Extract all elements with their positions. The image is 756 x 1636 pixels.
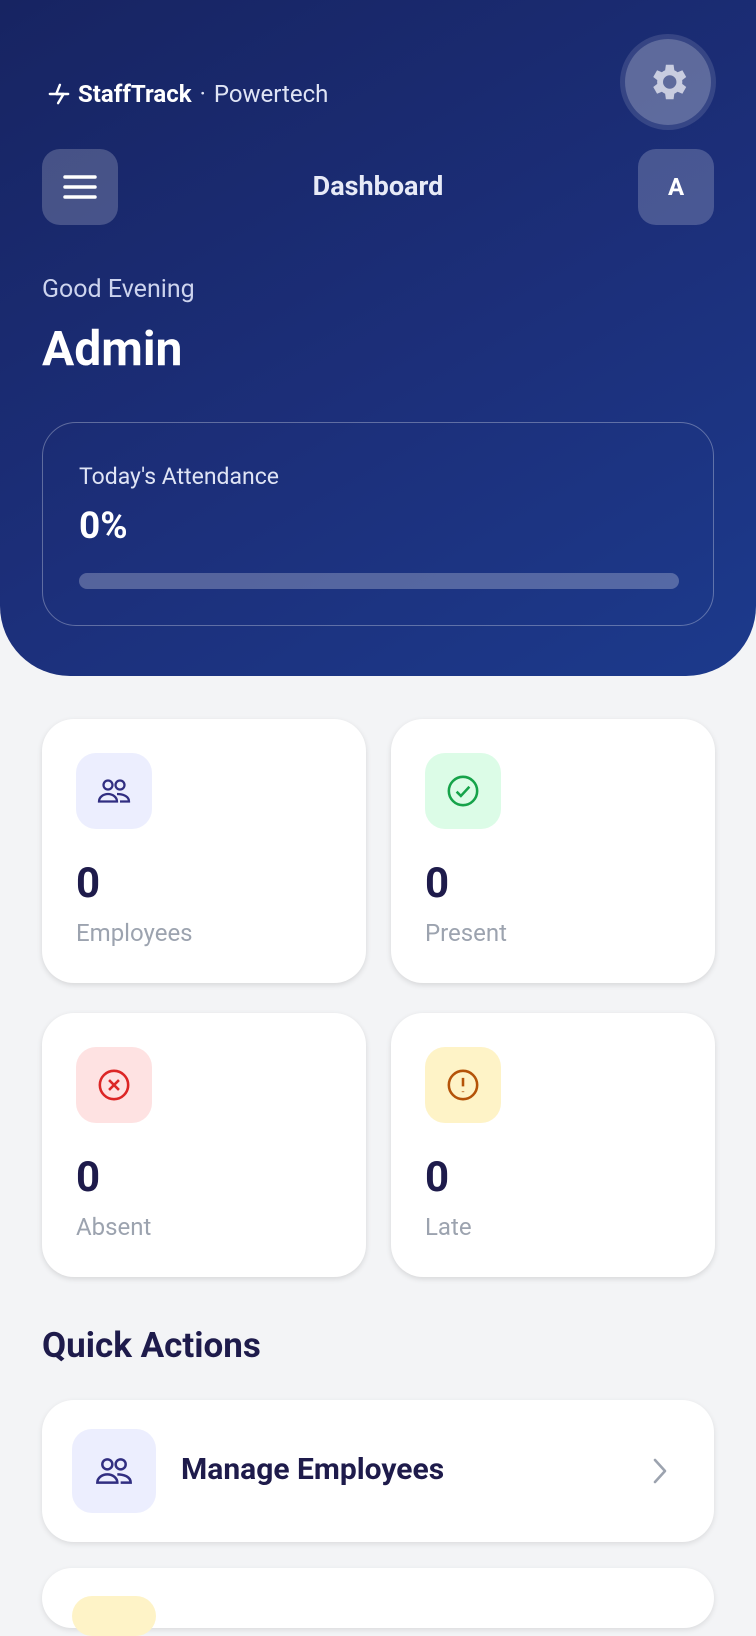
check-icon xyxy=(447,775,479,807)
stat-value: 0 xyxy=(425,1153,450,1202)
stat-label: Employees xyxy=(76,919,193,947)
section-title: Quick Actions xyxy=(42,1325,261,1366)
attendance-value: 0% xyxy=(79,505,128,548)
settings-button[interactable] xyxy=(620,34,716,130)
action-icon xyxy=(72,1429,156,1513)
hero: StaffTrack · Powertech Dashboard A Good … xyxy=(0,0,756,676)
people-icon xyxy=(96,1458,132,1484)
brand-name: StaffTrack xyxy=(78,80,192,108)
chevron xyxy=(653,1458,667,1484)
gear-icon xyxy=(653,64,687,100)
stat-label: Late xyxy=(425,1213,472,1241)
stat-label: Absent xyxy=(76,1213,152,1241)
attendance-label: Today's Attendance xyxy=(79,463,279,490)
cross-icon xyxy=(98,1069,130,1101)
attendance-card: Today's Attendance 0% xyxy=(42,422,714,626)
menu-button[interactable] xyxy=(42,149,118,225)
action-label: Manage Employees xyxy=(181,1452,445,1487)
menu-icon xyxy=(63,175,97,199)
stat-value: 0 xyxy=(76,859,101,908)
settings-inner xyxy=(625,39,711,125)
greeting: Good Evening xyxy=(42,275,195,304)
brand-separator: · xyxy=(199,80,206,108)
alert-icon xyxy=(447,1069,479,1101)
logo xyxy=(48,83,70,105)
stat-card[interactable]: 0 Employees xyxy=(42,719,366,983)
stat-card[interactable]: 0 Absent xyxy=(42,1013,366,1277)
action-icon xyxy=(72,1596,156,1636)
people-icon xyxy=(97,779,131,803)
attendance-track xyxy=(79,573,679,589)
header-title: Dashboard xyxy=(312,170,444,202)
action-card[interactable]: Manage Employees xyxy=(42,1400,714,1542)
avatar[interactable]: A xyxy=(638,149,714,225)
action-card[interactable] xyxy=(42,1568,714,1636)
stat-icon xyxy=(76,1047,152,1123)
stat-icon xyxy=(76,753,152,829)
stat-value: 0 xyxy=(425,859,450,908)
stat-icon xyxy=(425,1047,501,1123)
stat-value: 0 xyxy=(76,1153,101,1202)
stat-label: Present xyxy=(425,919,507,947)
user-name: Admin xyxy=(42,320,183,377)
stat-card[interactable]: 0 Late xyxy=(391,1013,715,1277)
stat-icon xyxy=(425,753,501,829)
brand: StaffTrack · Powertech xyxy=(48,80,328,108)
brand-org: Powertech xyxy=(213,80,329,108)
stat-card[interactable]: 0 Present xyxy=(391,719,715,983)
